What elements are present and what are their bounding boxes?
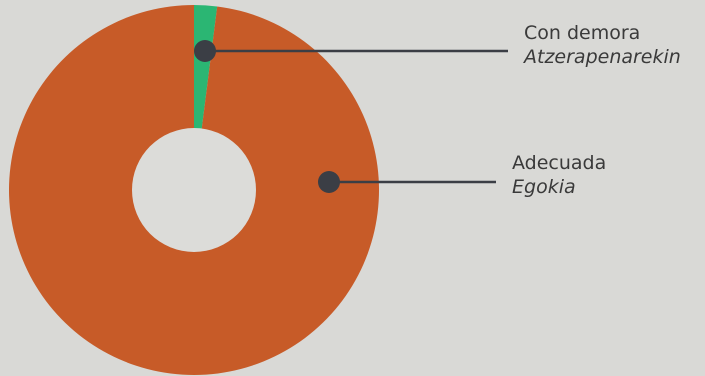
label-adecuada-primary: Adecuada xyxy=(512,152,607,174)
label-con-demora-primary: Con demora xyxy=(524,22,641,44)
donut-hole xyxy=(132,128,256,252)
label-adecuada: Adecuada Egokia xyxy=(512,151,606,199)
label-adecuada-secondary: Egokia xyxy=(512,176,576,198)
leader-dot-adecuada xyxy=(318,171,340,193)
label-con-demora-secondary: Atzerapenarekin xyxy=(524,46,681,68)
label-con-demora: Con demora Atzerapenarekin xyxy=(524,21,681,69)
leader-dot-con-demora xyxy=(194,40,216,62)
